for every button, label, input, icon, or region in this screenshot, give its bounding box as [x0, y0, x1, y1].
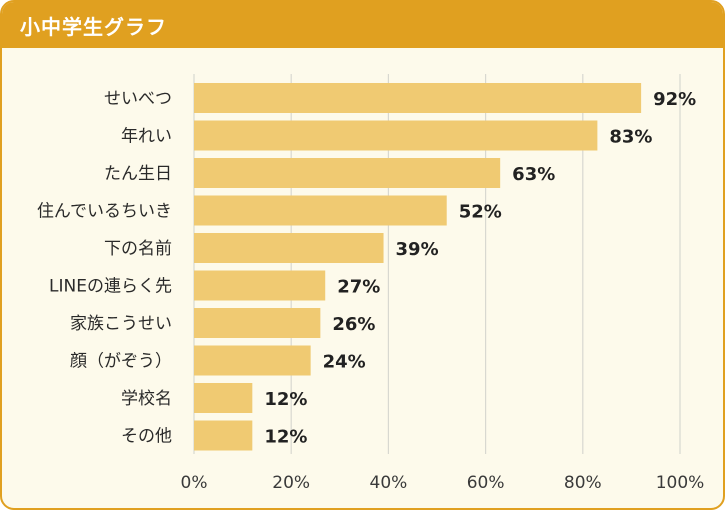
tick-label-60: 60% [467, 473, 505, 493]
bar-8 [194, 383, 253, 413]
bar-0 [194, 83, 642, 113]
value-label-9: 12% [264, 427, 307, 448]
value-label-4: 39% [396, 239, 439, 260]
category-label-4: 下の名前 [104, 239, 172, 259]
bars [194, 83, 642, 451]
category-label-8: 学校名 [121, 389, 172, 409]
tick-label-80: 80% [564, 473, 602, 493]
value-label-8: 12% [264, 389, 307, 410]
category-label-5: LINEの連らく先 [49, 277, 172, 297]
category-label-3: 住んでいるちいき [37, 202, 172, 222]
bar-7 [194, 345, 311, 376]
value-labels: 92%83% 63% 52% 39% 27% 26% 24% 12% 12% [264, 89, 696, 448]
value-label-6: 26% [332, 314, 375, 335]
tick-label-40: 40% [370, 473, 408, 493]
tick-label-0: 0% [181, 473, 208, 493]
bar-4 [194, 233, 384, 263]
value-label-2: 63% [512, 164, 555, 185]
value-label-3: 52% [459, 202, 502, 223]
category-label-6: 家族こうせい [70, 314, 172, 334]
value-label-5: 27% [337, 277, 380, 298]
value-label-1: 83% [609, 127, 652, 148]
bar-9 [194, 420, 253, 451]
category-label-0: せいべつ [104, 89, 172, 109]
tick-label-20: 20% [272, 473, 310, 493]
category-label-9: その他 [121, 427, 172, 447]
bar-1 [194, 120, 598, 151]
category-label-7: 顔（がぞう） [70, 352, 172, 372]
x-axis-ticks: 0% 20% 40% 60% 80% 100% [181, 473, 705, 493]
bar-6 [194, 308, 321, 338]
title-bar: 小中学生グラフ [2, 2, 723, 48]
value-label-7: 24% [323, 352, 366, 373]
chart-title: 小中学生グラフ [20, 15, 167, 39]
bar-5 [194, 270, 326, 301]
value-label-0: 92% [653, 89, 696, 110]
category-label-2: たん生日 [104, 164, 172, 184]
bar-3 [194, 195, 447, 226]
category-label-1: 年れい [121, 127, 172, 147]
bar-2 [194, 158, 501, 188]
tick-label-100: 100% [656, 473, 705, 493]
